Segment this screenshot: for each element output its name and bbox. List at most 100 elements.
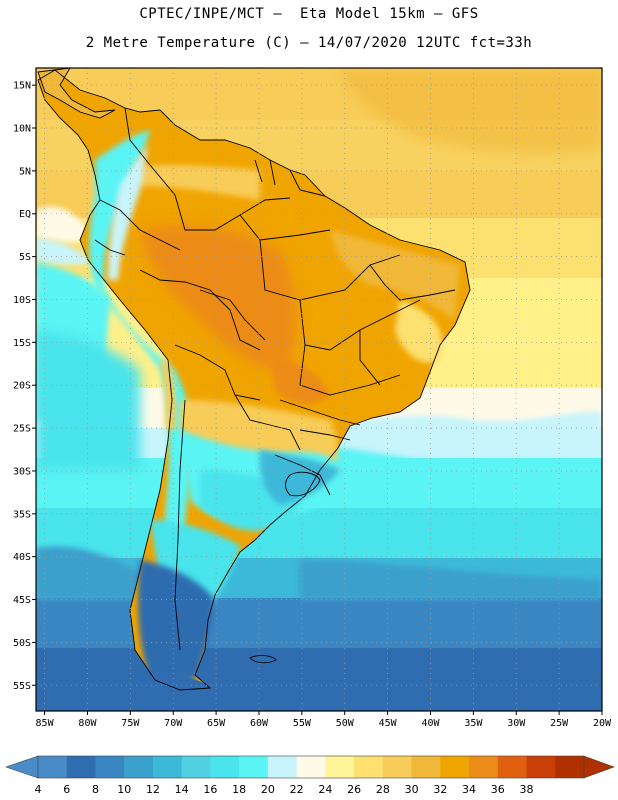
colorbar-label: 22 — [290, 783, 304, 796]
border-argentina-uruguay — [274, 454, 331, 496]
colorbar-swatch — [38, 756, 68, 778]
brazil-state-line-4 — [299, 344, 401, 396]
atlantic-10-12 — [300, 560, 602, 600]
lon-tick-label: 35W — [464, 718, 483, 729]
colorbar-label: 14 — [175, 783, 189, 796]
continent-outline — [37, 69, 471, 691]
lat-tick-label: 25S — [13, 424, 31, 435]
border-guyana — [254, 159, 263, 183]
tierra-del-fuego — [150, 670, 220, 692]
longitude-axis: 85W 80W 75W 70W 65W 60W 55W 50W 45W 40W 35W 30W 25W 2… — [36, 711, 612, 729]
lat-tick-label: 15N — [13, 81, 31, 92]
lon-tick-label: 80W — [78, 718, 97, 729]
falkland-islands — [249, 655, 277, 664]
atlantic-16-18 — [320, 446, 602, 501]
colorbar-swatch — [469, 756, 499, 778]
ocean-band-6-8 — [36, 648, 602, 711]
border-ecuador-peru — [94, 239, 126, 256]
colorbar-swatch — [382, 756, 413, 778]
map-title-line-1: CPTEC/INPE/MCT – Eta Model 15km – GFS — [139, 6, 479, 22]
lat-tick-label: 20S — [13, 381, 31, 392]
colorbar-swatch — [411, 756, 441, 778]
pacific-10-12 — [36, 546, 150, 600]
lat-tick-label: 5S — [19, 252, 31, 263]
lat-tick-label: EQ — [19, 209, 31, 220]
lat-tick-label: 5N — [19, 166, 31, 177]
colorbar: 4 6 8 10 12 14 16 18 20 22 24 26 28 30 32 34 36 38 — [5, 755, 615, 796]
colorbar-label: 20 — [261, 783, 275, 796]
brazil-state-line-3 — [299, 299, 421, 351]
lon-tick-label: 60W — [250, 718, 269, 729]
border-guianas — [289, 169, 326, 197]
patagonia-south — [138, 560, 215, 680]
brazil-state-line-9 — [199, 289, 266, 341]
colorbar-outline — [37, 755, 585, 779]
brazil-state-line-1 — [239, 214, 331, 241]
colorbar-swatch — [497, 756, 528, 778]
lon-tick-label: 75W — [121, 718, 140, 729]
south-america-land — [38, 70, 470, 690]
atlantic-boundary — [330, 411, 602, 455]
colorbar-swatch — [354, 756, 384, 778]
lat-lon-grid — [36, 68, 602, 711]
lon-tick-label: 65W — [207, 718, 226, 729]
lon-tick-label: 20W — [593, 718, 612, 729]
lon-tick-label: 50W — [336, 718, 355, 729]
colorbar-label: 24 — [318, 783, 332, 796]
brazil-state-line-2 — [259, 239, 401, 301]
ocean-band-8-10 — [36, 598, 602, 648]
colorbar-swatch — [239, 756, 269, 778]
pacific-cool-tongue-2 — [36, 238, 92, 265]
lat-tick-label: 10N — [13, 124, 31, 135]
colorbar-label: 18 — [232, 783, 246, 796]
brazil-state-line-6 — [369, 264, 456, 301]
pacific-central — [36, 330, 140, 470]
colorbar-label: 34 — [462, 783, 476, 796]
lagoon-outline — [285, 471, 321, 497]
ne-brazil — [330, 230, 460, 320]
lon-tick-label: 55W — [293, 718, 312, 729]
colorbar-low-arrow — [5, 755, 39, 779]
lon-tick-label: 45W — [379, 718, 398, 729]
colorbar-label: 8 — [92, 783, 99, 796]
colorbar-swatch — [66, 756, 96, 778]
ne-brazil-cool — [395, 300, 443, 363]
andes-north-cold — [108, 145, 148, 280]
colorbar-label: 36 — [491, 783, 505, 796]
lon-tick-label: 85W — [36, 718, 55, 729]
colorbar-label: 12 — [146, 783, 160, 796]
pacific-cool-tongue — [36, 206, 95, 243]
ocean-band-14-16 — [36, 508, 602, 558]
colorbar-swatch — [296, 756, 326, 778]
lat-tick-label: 50S — [13, 638, 31, 649]
brazil-state-line-7 — [279, 399, 361, 426]
colorbar-label: 28 — [376, 783, 390, 796]
colorbar-label: 16 — [203, 783, 217, 796]
lon-tick-label: 30W — [507, 718, 526, 729]
border-suriname — [269, 159, 276, 186]
border-chile-argentina — [174, 399, 186, 651]
central-america-outline — [37, 68, 116, 119]
colorbar-swatch — [124, 756, 154, 778]
lon-tick-label: 70W — [164, 718, 183, 729]
central-america-land — [38, 68, 115, 118]
colorbar-label: 32 — [433, 783, 447, 796]
atacama-coast — [160, 360, 177, 430]
lat-tick-label: 55S — [13, 681, 31, 692]
temperature-field — [36, 68, 602, 711]
colorbar-label: 26 — [347, 783, 361, 796]
border-colombia-peru — [99, 199, 181, 251]
warm-patch-north — [340, 68, 602, 155]
colorbar-swatch — [181, 756, 211, 778]
map-frame — [35, 67, 603, 712]
brazil-state-line-5 — [359, 330, 381, 386]
colorbar-swatch — [526, 756, 556, 778]
lat-tick-label: 15S — [13, 338, 31, 349]
country-borders — [37, 68, 471, 691]
colorbar-label: 30 — [405, 783, 419, 796]
lat-tick-label: 10S — [13, 295, 31, 306]
lat-tick-label: 45S — [13, 595, 31, 606]
colorbar-high-arrow — [583, 755, 615, 779]
lat-tick-label: 35S — [13, 509, 31, 520]
